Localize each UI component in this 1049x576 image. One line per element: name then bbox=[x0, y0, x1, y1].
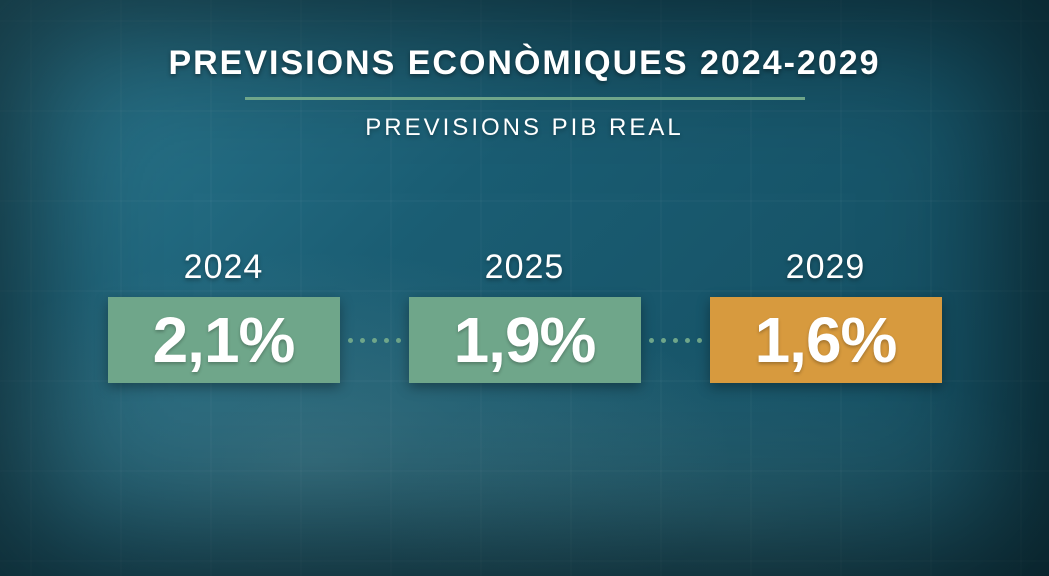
forecast-item: 2024 2,1% bbox=[108, 248, 340, 383]
page-subtitle: PREVISIONS PIB REAL bbox=[365, 114, 683, 142]
forecast-year: 2024 bbox=[184, 248, 264, 287]
forecast-item: 2025 1,9% bbox=[409, 248, 641, 383]
forecast-box: 1,6% bbox=[710, 297, 942, 383]
title-underline bbox=[245, 97, 805, 100]
connector bbox=[641, 338, 710, 343]
content: PREVISIONS ECONÒMIQUES 2024-2029 PREVISI… bbox=[0, 0, 1049, 576]
forecast-row: 2024 2,1% 2025 1,9% 2029 bbox=[0, 248, 1049, 383]
forecast-value: 1,6% bbox=[755, 303, 897, 377]
dot-icon bbox=[348, 338, 353, 343]
connector bbox=[340, 338, 409, 343]
forecast-value: 2,1% bbox=[153, 303, 295, 377]
dot-icon bbox=[649, 338, 654, 343]
dot-icon bbox=[384, 338, 389, 343]
dot-icon bbox=[372, 338, 377, 343]
dot-icon bbox=[685, 338, 690, 343]
forecast-box: 2,1% bbox=[108, 297, 340, 383]
forecast-box: 1,9% bbox=[409, 297, 641, 383]
dot-icon bbox=[697, 338, 702, 343]
dot-icon bbox=[360, 338, 365, 343]
page-title: PREVISIONS ECONÒMIQUES 2024-2029 bbox=[168, 44, 880, 83]
dot-icon bbox=[673, 338, 678, 343]
dot-icon bbox=[396, 338, 401, 343]
dot-icon bbox=[661, 338, 666, 343]
forecast-year: 2025 bbox=[485, 248, 565, 287]
forecast-item: 2029 1,6% bbox=[710, 248, 942, 383]
forecast-year: 2029 bbox=[786, 248, 866, 287]
forecast-value: 1,9% bbox=[454, 303, 596, 377]
